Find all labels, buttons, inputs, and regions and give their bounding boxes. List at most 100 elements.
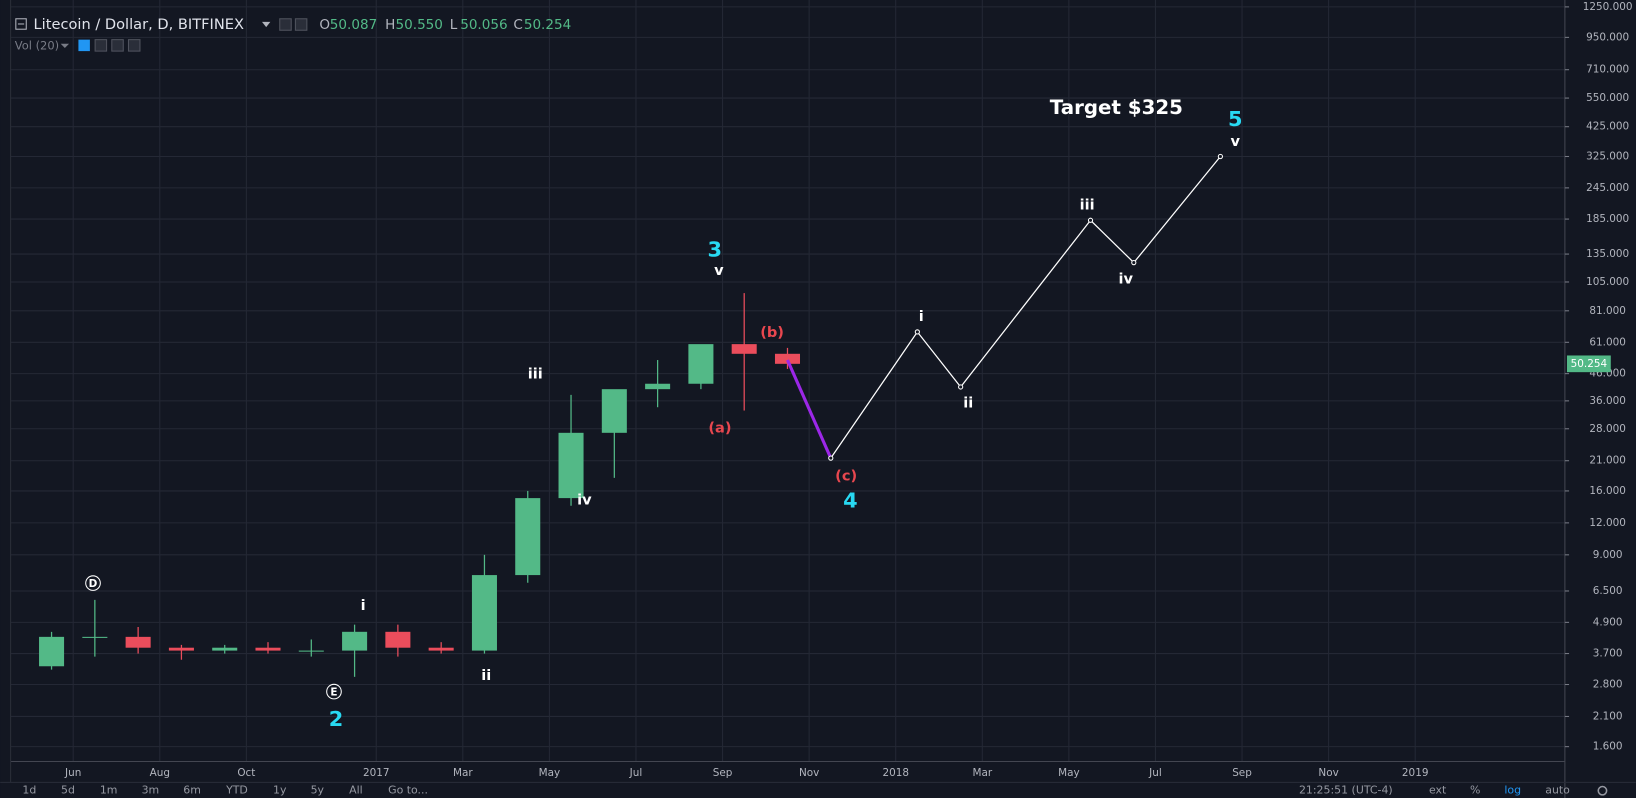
ohlc-values: O 50.087 H 50.550 L 50.056 C 50.254 xyxy=(319,17,571,33)
range-button[interactable]: 5d xyxy=(61,784,75,797)
scale-option[interactable]: % xyxy=(1470,784,1480,797)
symbol-title[interactable]: Litecoin / Dollar, D, BITFINEX xyxy=(34,16,244,33)
projection-point xyxy=(1131,260,1137,266)
wave-label: 5 xyxy=(1228,107,1243,131)
scale-option[interactable]: auto xyxy=(1545,784,1570,797)
ohlc-value: 50.056 xyxy=(460,17,507,33)
projection-point xyxy=(828,455,834,461)
wave-label: 4 xyxy=(843,489,858,513)
bottom-toolbar: 1d 5d 1m 3m 6m YTD 1y 5y All Go to... 21:25:51 (UT… xyxy=(22,784,1570,797)
projection-line xyxy=(830,156,1221,459)
wave-label: ii xyxy=(963,395,973,412)
x-tick-label: Jun xyxy=(64,767,81,779)
volume-add-icon[interactable] xyxy=(111,39,124,52)
annotation-circle xyxy=(85,575,101,591)
scale-option[interactable]: log xyxy=(1504,784,1521,797)
candle-body xyxy=(385,631,411,648)
projection-point xyxy=(1217,153,1223,160)
range-button[interactable]: 1d xyxy=(22,784,36,797)
wave-label: v xyxy=(1230,133,1240,150)
y-tick-label: 12.000 xyxy=(1589,517,1625,529)
x-tick-label: Nov xyxy=(1318,767,1338,779)
y-tick-label: 135.000 xyxy=(1586,248,1629,260)
x-tick-label: May xyxy=(1058,767,1080,779)
range-button[interactable]: 1y xyxy=(273,784,287,797)
candle-body xyxy=(255,647,281,651)
y-tick-label: 185.000 xyxy=(1586,213,1629,225)
wave-label: 3 xyxy=(707,237,722,261)
y-tick-label: 710.000 xyxy=(1586,64,1629,76)
range-button[interactable]: 5y xyxy=(311,784,325,797)
wave-label: D xyxy=(89,578,98,590)
x-tick-label: Mar xyxy=(453,767,473,779)
y-tick-label: 950.000 xyxy=(1586,31,1629,43)
candle-body xyxy=(342,631,368,651)
volume-label[interactable]: Vol (20) xyxy=(15,38,59,52)
wave-label: i xyxy=(919,308,924,325)
wave-label: iii xyxy=(528,365,543,382)
candle-body xyxy=(688,344,714,384)
y-tick-label: 28.000 xyxy=(1589,423,1625,435)
y-tick-label: 2.800 xyxy=(1593,679,1623,691)
volume-settings-icon[interactable] xyxy=(94,39,108,52)
ohlc-value: 50.254 xyxy=(524,17,571,33)
range-button[interactable]: 3m xyxy=(142,784,160,797)
volume-close-icon[interactable] xyxy=(127,39,141,52)
candle-body xyxy=(428,647,454,651)
projection-point xyxy=(958,384,964,390)
y-tick-label: 1.600 xyxy=(1593,741,1623,753)
ohlc-value: 50.550 xyxy=(396,17,443,33)
candle-body xyxy=(731,344,757,354)
ohlc-key: H xyxy=(385,17,395,33)
wave-label: (b) xyxy=(760,324,784,341)
candle-body xyxy=(168,647,194,651)
ohlc-key: C xyxy=(513,17,522,33)
y-tick-label: 425.000 xyxy=(1586,121,1629,133)
wave-label: iii xyxy=(1080,196,1095,213)
range-button[interactable]: Go to... xyxy=(388,784,428,797)
wave-label: iv xyxy=(577,492,592,509)
y-tick-label: 550.000 xyxy=(1586,92,1629,104)
volume-eye-icon[interactable] xyxy=(78,39,90,52)
symbol-menu-arrow[interactable] xyxy=(262,21,271,28)
x-tick-label: 2018 xyxy=(882,767,909,779)
wave-label: Target $325 xyxy=(1050,96,1183,119)
hide-icon[interactable] xyxy=(294,18,308,31)
x-tick-label: Jul xyxy=(629,767,643,779)
range-button[interactable]: 6m xyxy=(183,784,201,797)
scale-option[interactable]: ext xyxy=(1429,784,1447,797)
candle-body xyxy=(125,636,151,648)
last-price-label: 50.254 xyxy=(1571,358,1608,370)
settings-icon[interactable] xyxy=(279,18,292,31)
range-button[interactable]: 1m xyxy=(100,784,118,797)
collapse-button[interactable] xyxy=(15,18,27,30)
x-tick-label: Sep xyxy=(713,767,733,779)
y-tick-label: 325.000 xyxy=(1586,150,1629,162)
x-tick-label: Mar xyxy=(972,767,992,779)
projection-point xyxy=(914,329,920,335)
x-tick-label: Jul xyxy=(1148,767,1162,779)
candle-body xyxy=(558,432,584,499)
y-tick-label: 2.100 xyxy=(1593,710,1623,722)
axes: 1.600 2.100 2.800 3.700 4.900 6.500 9.000 12.00… xyxy=(64,1,1632,779)
volume-menu-arrow[interactable] xyxy=(60,43,70,48)
y-tick-label: 16.000 xyxy=(1589,485,1625,497)
range-button[interactable]: All xyxy=(349,784,363,797)
settings-gear[interactable] xyxy=(1597,785,1608,796)
candle-body xyxy=(212,647,238,651)
y-tick-label: 36.000 xyxy=(1589,395,1625,407)
wave-label: i xyxy=(361,597,366,614)
x-tick-label: Sep xyxy=(1232,767,1252,779)
candle-body xyxy=(774,353,801,364)
wave-label: v xyxy=(714,262,724,279)
y-tick-label: 4.900 xyxy=(1593,616,1623,628)
plot-area: DE2iiiiiiiv3v(a)(b)(c)4iiiiiiivv5Target … xyxy=(39,96,1243,731)
range-button[interactable]: YTD xyxy=(225,784,248,797)
projection-point xyxy=(1087,217,1094,223)
ohlc-value: 50.087 xyxy=(330,17,377,33)
candle-body xyxy=(601,389,627,433)
candle-body xyxy=(645,383,671,390)
